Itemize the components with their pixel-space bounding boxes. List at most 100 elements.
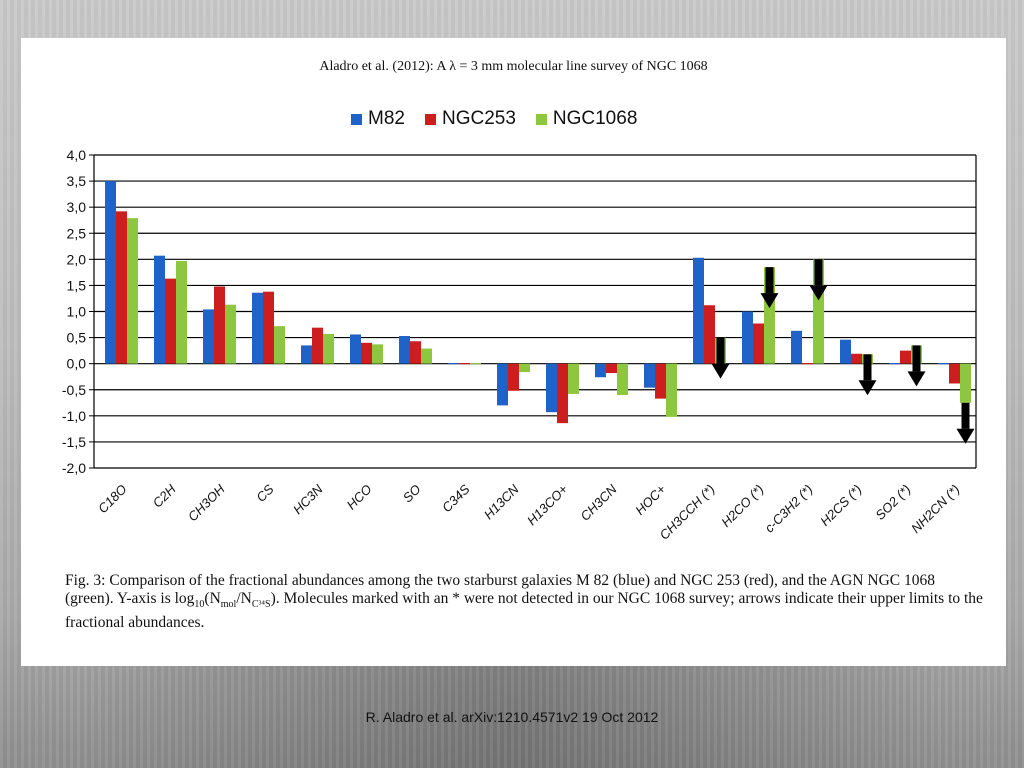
caption-paren: (N: [204, 590, 221, 607]
caption-part2: ). Molecules marked with an * were not d…: [65, 590, 983, 632]
bar-ngc253: [900, 350, 911, 364]
bar-ngc253: [606, 363, 617, 374]
caption-ref-sub: C³⁴S: [251, 599, 271, 611]
bar-ngc253: [655, 363, 666, 399]
x-tick-label: CH3OH: [185, 481, 228, 524]
bar-ngc1068: [274, 326, 285, 364]
bar-ngc1068: [372, 344, 383, 364]
bar-m82: [203, 309, 214, 364]
legend-swatch-m82: [351, 113, 362, 125]
legend-item-ngc1068: NGC1068: [535, 108, 638, 130]
legend-label-ngc253: NGC253: [441, 108, 516, 129]
y-tick-label: 0,0: [67, 356, 87, 372]
x-tick-label: HC3N: [290, 481, 326, 517]
y-tick-label: 1,0: [67, 304, 87, 320]
y-tick-label: 0,5: [67, 330, 87, 346]
bar-m82: [693, 257, 704, 364]
upper-limit-arrow: [858, 354, 877, 396]
figure-title: Aladro et al. (2012): A λ = 3 mm molecul…: [319, 59, 708, 74]
y-tick-label: 4,0: [67, 147, 87, 163]
y-tick-label: 3,0: [67, 199, 87, 215]
bar-ngc1068: [568, 363, 579, 394]
bar-m82: [742, 311, 753, 364]
bar-m82: [350, 334, 361, 364]
bar-ngc1068: [127, 218, 138, 364]
bar-m82: [644, 363, 655, 388]
figure-caption: Fig. 3: Comparison of the fractional abu…: [65, 572, 985, 632]
bar-ngc1068: [225, 304, 236, 364]
bar-ngc253: [312, 327, 323, 364]
y-tick-label: -2,0: [62, 460, 86, 476]
bar-chart: 4,0 3,5 3,0 2,5 2,0 1,5 1,0 0,5 0,0 -0,5 -1,0 -1,5 -…: [62, 147, 977, 543]
bar-m82: [448, 363, 459, 365]
x-tick-label: c-C3H2 (*): [762, 482, 816, 536]
bar-m82: [595, 363, 606, 378]
bar-m82: [301, 345, 312, 364]
x-tick-label: NH2CN (*): [908, 482, 963, 537]
bar-ngc253: [361, 342, 372, 364]
bar-ngc1068: [323, 333, 334, 364]
upper-limit-arrow: [956, 402, 975, 444]
caption-slash: /N: [236, 590, 252, 607]
legend-swatch-ngc1068: [535, 113, 547, 125]
bar-ngc1068: [421, 348, 432, 364]
legend-label-m82: M82: [368, 108, 405, 129]
x-tick-label: CS: [253, 481, 277, 505]
y-tick-label: -0,5: [62, 382, 86, 398]
caption-mol-sub: mol: [220, 599, 237, 611]
x-tick-label: C34S: [439, 481, 473, 515]
bar-ngc1068: [813, 259, 824, 364]
bar-m82: [154, 255, 165, 364]
caption-log-base: 10: [194, 599, 205, 611]
y-tick-label: 2,5: [67, 225, 87, 241]
bar-m82: [252, 292, 263, 364]
bar-ngc1068: [764, 267, 775, 364]
y-tick-label: 1,5: [67, 277, 87, 293]
x-tick-label: H2CS (*): [817, 482, 864, 529]
bar-ngc1068: [176, 260, 187, 364]
figure-panel: Aladro et al. (2012): A λ = 3 mm molecul…: [21, 38, 1006, 666]
x-tick-label: SO: [400, 482, 424, 506]
legend-label-ngc1068: NGC1068: [552, 108, 638, 129]
y-tick-label: -1,0: [62, 408, 86, 424]
bar-ngc253: [214, 286, 225, 364]
y-tick-label: 2,0: [67, 251, 87, 267]
legend-item-ngc253: NGC253: [424, 108, 516, 130]
bar-ngc1068: [960, 363, 971, 403]
bar-ngc253: [508, 363, 519, 391]
caption-part1: Fig. 3: Comparison of the fractional abu…: [65, 572, 935, 607]
bar-ngc253: [753, 323, 764, 364]
bar-ngc253: [263, 291, 274, 364]
bar-ngc1068: [666, 363, 677, 417]
bar-m82: [791, 330, 802, 364]
chart-legend: M82 NGC253 NGC1068: [351, 108, 657, 130]
legend-swatch-ngc253: [424, 113, 436, 125]
bar-ngc253: [410, 341, 421, 364]
legend-item-m82: M82: [351, 108, 405, 130]
y-tick-label: 3,5: [67, 173, 87, 189]
x-tick-label: H2CO (*): [718, 482, 766, 530]
x-tick-label: HCO: [344, 482, 375, 513]
bar-m82: [840, 339, 851, 364]
bar-ngc253: [851, 353, 862, 364]
bar-m82: [399, 336, 410, 364]
x-tick-label: H13CO+: [524, 481, 571, 528]
bar-m82: [546, 363, 557, 413]
bar-ngc253: [802, 363, 813, 365]
upper-limit-arrow: [907, 345, 926, 387]
bar-ngc253: [557, 363, 568, 424]
upper-limit-arrow: [809, 259, 828, 301]
bar-ngc253: [459, 363, 470, 365]
x-tick-label: C18O: [95, 482, 130, 517]
bar-ngc253: [949, 363, 960, 384]
x-tick-label: C2H: [150, 481, 179, 510]
bar-m82: [938, 363, 949, 365]
bar-m82: [105, 181, 116, 364]
bar-ngc253: [165, 278, 176, 364]
x-tick-label: SO2 (*): [872, 482, 913, 523]
upper-limit-arrow: [711, 337, 730, 379]
bar-ngc253: [116, 211, 127, 364]
bar-ngc1068: [617, 363, 628, 395]
bar-m82: [497, 363, 508, 406]
y-tick-label: -1,5: [62, 434, 86, 450]
